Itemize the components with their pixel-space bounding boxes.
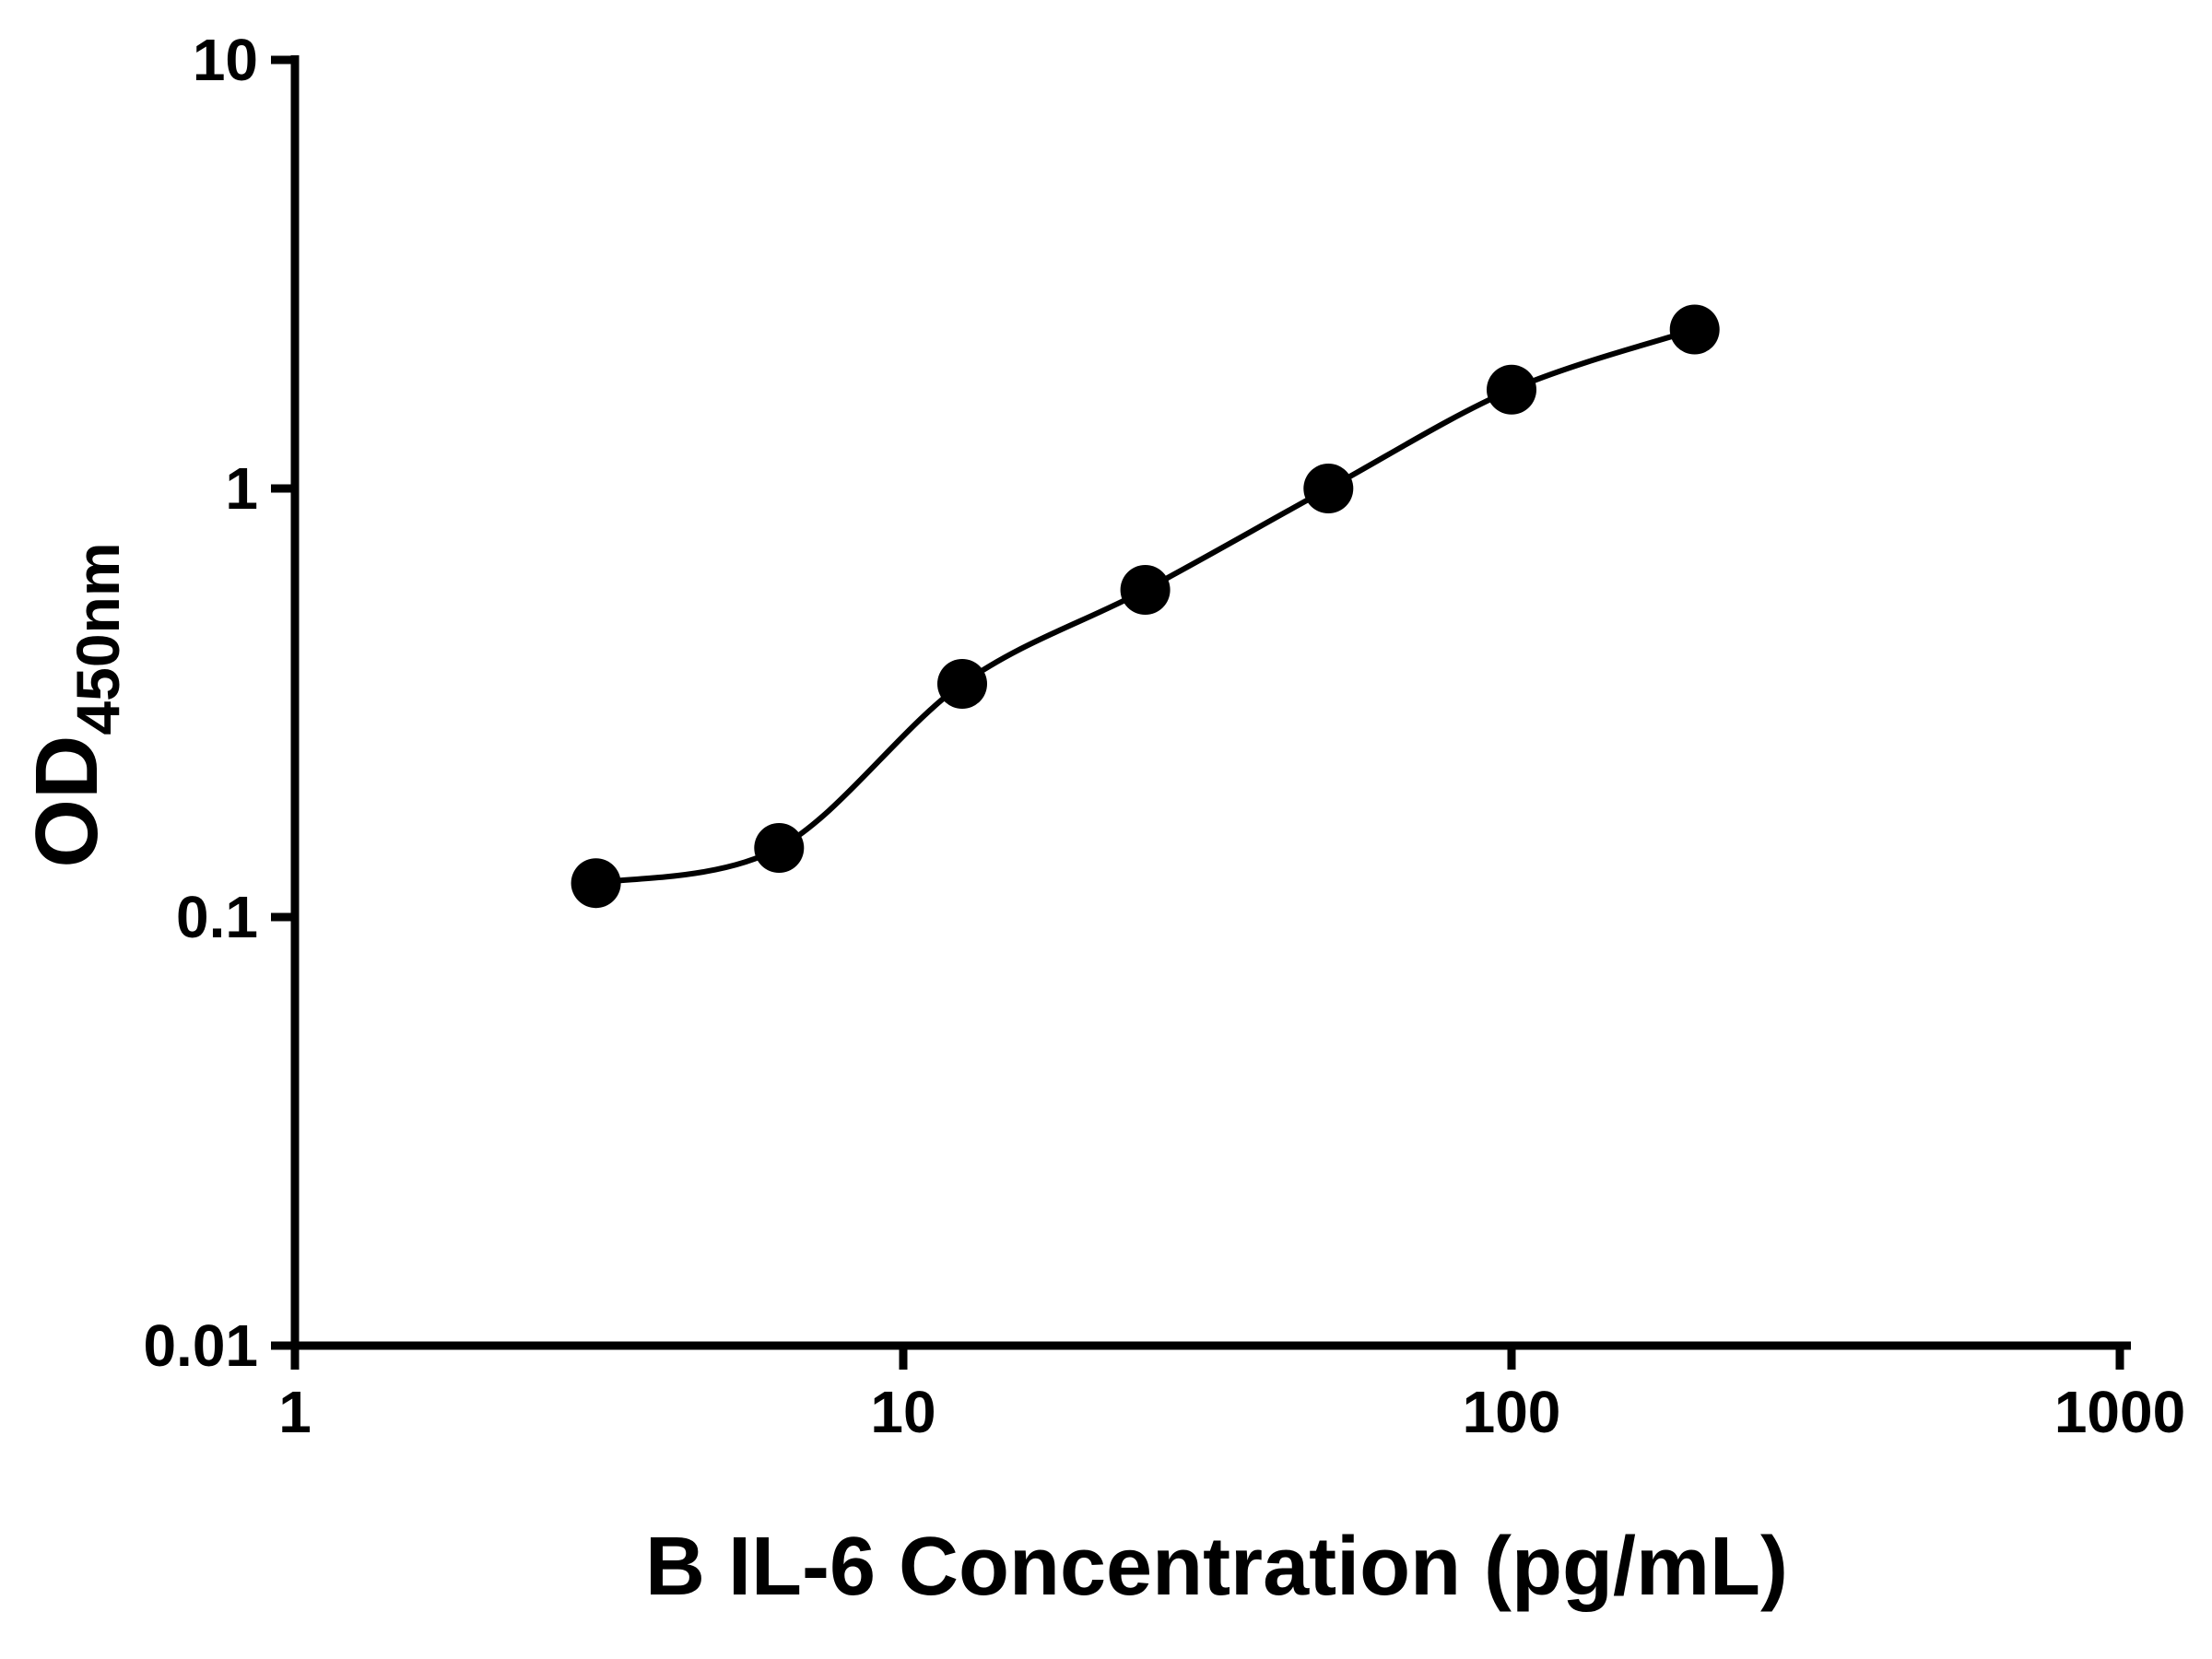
x-axis-tick-label: 1000 [2054, 1379, 2185, 1445]
data-point-marker [1120, 565, 1171, 615]
x-axis-tick-label: 1 [278, 1379, 312, 1445]
y-axis-tick-label: 10 [193, 27, 258, 93]
data-point-marker [1487, 364, 1536, 415]
x-axis-tick-label: 10 [870, 1379, 935, 1445]
data-point-marker [1669, 304, 1720, 355]
y-axis-tick-label: 0.1 [176, 884, 258, 950]
y-axis-tick-label: 0.01 [143, 1312, 258, 1379]
data-point-marker [571, 858, 621, 909]
plot-layer: 1 10 100 1000 10 1 0.1 0.01 [143, 27, 2185, 1445]
y-axis-title-sub: 450nm [64, 542, 132, 735]
x-axis-title: B IL-6 Concentration (pg/mL) [645, 1521, 1788, 1613]
y-axis-tick-label: 1 [225, 455, 258, 522]
x-axis-tick-label: 100 [1463, 1379, 1561, 1445]
y-axis-title: OD450nm [18, 542, 132, 867]
y-axis-title-main: OD [18, 735, 116, 868]
data-point-marker [937, 659, 987, 709]
data-point-marker [1303, 464, 1354, 513]
data-point-marker [754, 823, 805, 873]
